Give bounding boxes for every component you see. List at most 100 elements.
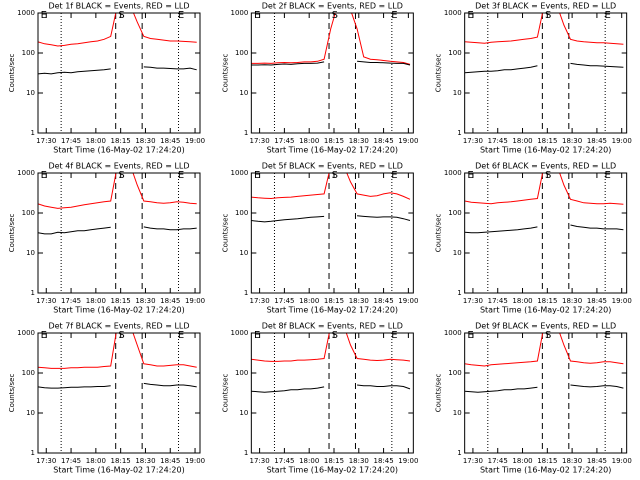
annotation: E bbox=[605, 330, 611, 341]
x-tick-label: 18:00 bbox=[86, 457, 106, 465]
annotation: S bbox=[118, 10, 124, 21]
y-tick-label: 10 bbox=[453, 249, 462, 257]
y-axis-label: Counts/sec bbox=[8, 214, 16, 253]
x-tick-label: 17:45 bbox=[274, 457, 294, 465]
y-tick-label: 1 bbox=[244, 449, 248, 457]
x-tick-label: 18:45 bbox=[587, 457, 607, 465]
x-tick-label: 18:45 bbox=[160, 137, 180, 145]
chart-title: Det 2f BLACK = Events, RED = LLD bbox=[262, 2, 403, 11]
y-tick-label: 100 bbox=[235, 209, 248, 217]
x-axis-label: Start Time (16-May-02 17:24:20) bbox=[480, 146, 611, 155]
x-tick-label: 17:45 bbox=[488, 137, 508, 145]
annotation: E bbox=[178, 170, 184, 181]
series-line bbox=[38, 333, 197, 369]
x-tick-label: 18:00 bbox=[512, 297, 532, 305]
y-tick-label: 10 bbox=[26, 409, 35, 417]
y-tick-label: 100 bbox=[235, 49, 248, 57]
series-line bbox=[251, 60, 411, 66]
series-line bbox=[38, 382, 197, 389]
y-tick-label: 1000 bbox=[444, 9, 462, 17]
annotation: S bbox=[332, 10, 338, 21]
annotation: E bbox=[391, 10, 397, 21]
y-tick-label: 1000 bbox=[17, 169, 35, 177]
x-tick-label: 18:15 bbox=[324, 137, 344, 145]
x-tick-label: 18:45 bbox=[160, 297, 180, 305]
x-tick-label: 18:00 bbox=[299, 297, 319, 305]
annotation: S bbox=[332, 330, 338, 341]
y-axis-label: Counts/sec bbox=[221, 374, 229, 413]
annotation: S bbox=[545, 170, 551, 181]
y-tick-label: 10 bbox=[239, 89, 248, 97]
x-tick-label: 18:00 bbox=[299, 457, 319, 465]
chart-title: Det 4f BLACK = Events, RED = LLD bbox=[48, 162, 189, 171]
x-tick-label: 19:00 bbox=[612, 137, 632, 145]
x-axis-label: Start Time (16-May-02 17:24:20) bbox=[267, 306, 398, 315]
x-tick-label: 18:45 bbox=[373, 457, 393, 465]
annotation: S bbox=[545, 330, 551, 341]
x-axis-label: Start Time (16-May-02 17:24:20) bbox=[53, 146, 184, 155]
x-tick-label: 18:15 bbox=[111, 297, 131, 305]
y-tick-label: 100 bbox=[22, 369, 35, 377]
plot-frame bbox=[37, 12, 201, 134]
series-line bbox=[464, 173, 624, 205]
x-tick-label: 17:30 bbox=[463, 457, 483, 465]
x-tick-label: 17:30 bbox=[36, 297, 56, 305]
x-axis-label: Start Time (16-May-02 17:24:20) bbox=[267, 146, 398, 155]
x-tick-label: 18:45 bbox=[160, 457, 180, 465]
annotation: E bbox=[254, 10, 260, 21]
x-tick-label: 19:00 bbox=[398, 137, 418, 145]
x-tick-label: 17:30 bbox=[463, 137, 483, 145]
x-tick-label: 18:15 bbox=[324, 297, 344, 305]
annotation: E bbox=[178, 10, 184, 21]
chart-title: Det 5f BLACK = Events, RED = LLD bbox=[262, 162, 403, 171]
x-tick-label: 17:45 bbox=[61, 137, 81, 145]
x-tick-label: 18:30 bbox=[135, 297, 155, 305]
x-tick-label: 17:30 bbox=[36, 457, 56, 465]
series-line bbox=[251, 13, 411, 65]
x-tick-label: 17:30 bbox=[250, 297, 270, 305]
x-tick-label: 17:30 bbox=[250, 137, 270, 145]
y-tick-label: 1000 bbox=[17, 329, 35, 337]
annotation: S bbox=[118, 330, 124, 341]
plot-frame bbox=[250, 172, 414, 294]
y-tick-label: 1 bbox=[244, 289, 248, 297]
plot-frame bbox=[464, 172, 628, 294]
y-tick-label: 100 bbox=[22, 209, 35, 217]
x-tick-label: 18:00 bbox=[86, 297, 106, 305]
plot-frame bbox=[37, 332, 201, 454]
annotation: E bbox=[467, 330, 473, 341]
y-axis-label: Counts/sec bbox=[435, 54, 443, 93]
chart-title: Det 1f BLACK = Events, RED = LLD bbox=[48, 2, 189, 11]
series-line bbox=[464, 62, 624, 74]
annotation: E bbox=[254, 330, 260, 341]
y-tick-label: 1000 bbox=[17, 9, 35, 17]
x-axis-label: Start Time (16-May-02 17:24:20) bbox=[53, 306, 184, 315]
y-axis-label: Counts/sec bbox=[435, 374, 443, 413]
y-tick-label: 1 bbox=[244, 129, 248, 137]
x-axis-label: Start Time (16-May-02 17:24:20) bbox=[480, 306, 611, 315]
annotation: S bbox=[332, 170, 338, 181]
y-tick-label: 1000 bbox=[231, 9, 249, 17]
series-line bbox=[38, 66, 197, 75]
x-tick-label: 17:30 bbox=[36, 137, 56, 145]
y-tick-label: 100 bbox=[448, 209, 461, 217]
chart-title: Det 8f BLACK = Events, RED = LLD bbox=[262, 322, 403, 331]
series-line bbox=[464, 224, 624, 234]
annotation: E bbox=[254, 170, 260, 181]
x-tick-label: 19:00 bbox=[185, 297, 205, 305]
chart-title: Det 3f BLACK = Events, RED = LLD bbox=[475, 2, 616, 11]
x-tick-label: 18:30 bbox=[562, 457, 582, 465]
annotation: E bbox=[391, 170, 397, 181]
series-line bbox=[38, 226, 197, 235]
x-tick-label: 17:45 bbox=[488, 457, 508, 465]
y-tick-label: 1 bbox=[31, 449, 35, 457]
y-tick-label: 10 bbox=[453, 89, 462, 97]
series-line bbox=[251, 333, 411, 362]
x-tick-label: 18:15 bbox=[537, 137, 557, 145]
plot-frame bbox=[464, 332, 628, 454]
y-axis-label: Counts/sec bbox=[221, 214, 229, 253]
chart-title: Det 6f BLACK = Events, RED = LLD bbox=[475, 162, 616, 171]
y-tick-label: 1000 bbox=[231, 169, 249, 177]
x-tick-label: 18:45 bbox=[587, 137, 607, 145]
